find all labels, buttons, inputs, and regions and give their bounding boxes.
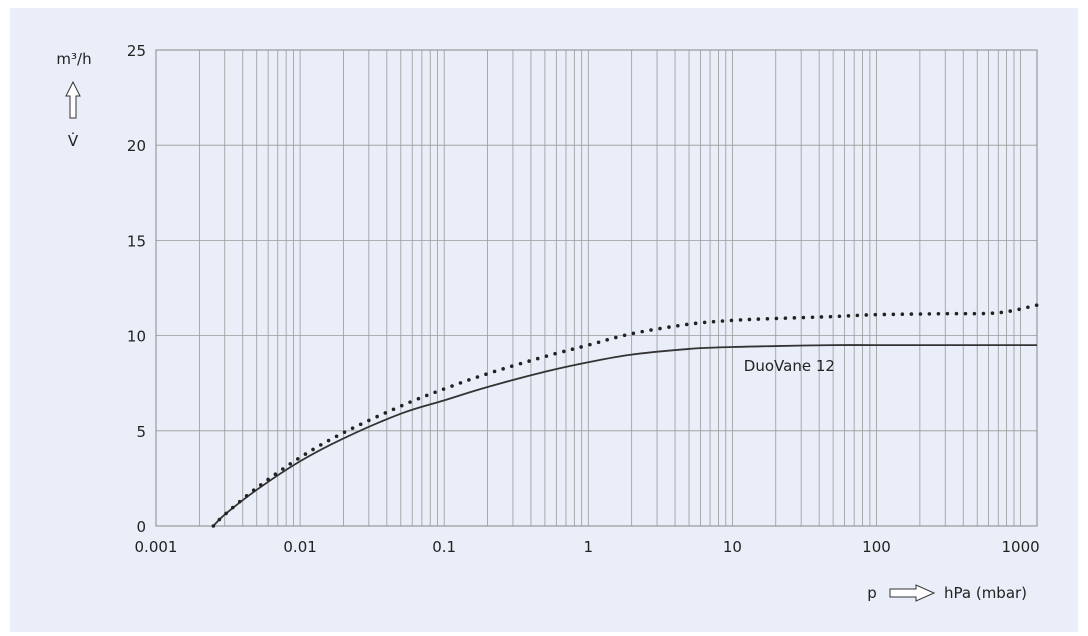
up-arrow-icon [65, 80, 81, 119]
right-arrow-icon [889, 584, 936, 602]
plot-frame [155, 49, 1038, 527]
y-tick-label: 20 [127, 137, 146, 155]
y-tick-label: 5 [136, 423, 146, 441]
x-axis-symbol: p [867, 584, 877, 602]
y-axis-symbol: V̇ [68, 131, 79, 150]
chart-panel [10, 8, 1078, 632]
grid [155, 49, 1037, 527]
x-tick-label: 0.1 [432, 538, 456, 556]
series-layer: DuoVane 12 [211, 303, 1039, 528]
series-annotation: DuoVane 12 [744, 357, 835, 375]
x-tick-label: 10 [723, 538, 742, 556]
y-tick-label: 15 [127, 232, 146, 250]
x-tick-label: 100 [862, 538, 891, 556]
y-tick-labels: 0 5 10 15 20 25 [127, 42, 146, 536]
series-line-duovane-12 [212, 344, 1037, 527]
x-axis-unit: hPa (mbar) [944, 584, 1027, 602]
y-tick-label: 10 [127, 328, 146, 346]
x-tick-label: 1000 [1001, 538, 1039, 556]
y-tick-label: 0 [136, 518, 146, 536]
y-tick-label: 25 [127, 42, 146, 60]
x-tick-label: 0.01 [283, 538, 316, 556]
y-axis-unit: m³/h [56, 50, 91, 68]
x-tick-label: 0.001 [135, 538, 178, 556]
x-tick-labels: 0.001 0.01 0.1 1 10 100 1000 [135, 538, 1040, 556]
x-tick-label: 1 [584, 538, 594, 556]
series-line-dotted [211, 303, 1039, 528]
